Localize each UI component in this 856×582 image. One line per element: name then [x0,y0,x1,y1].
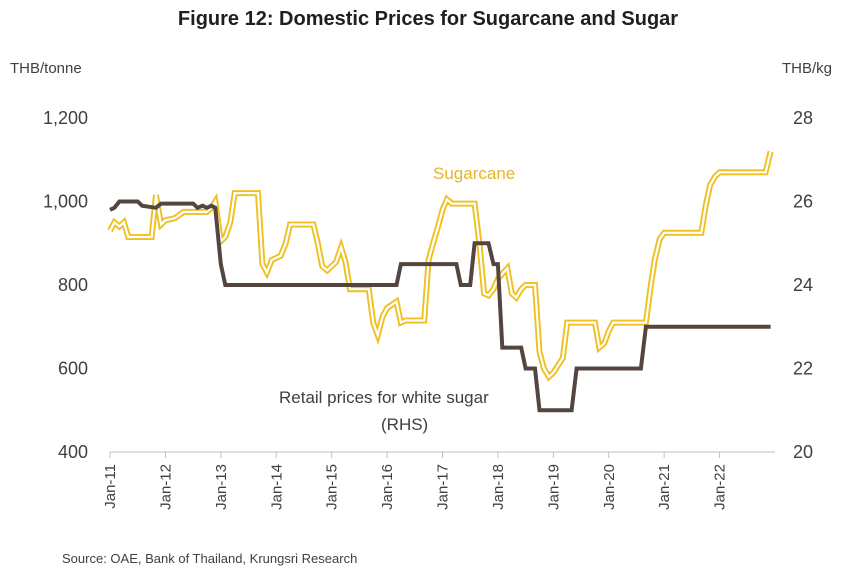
right-axis-unit: THB/kg [781,60,832,77]
right-tick-label: 22 [793,359,813,379]
left-tick-label: 400 [58,442,88,462]
right-tick-label: 28 [793,108,813,128]
x-tick-label: Jan-17 [435,464,452,510]
x-tick-label: Jan-22 [712,464,729,510]
x-axis-ticks: Jan-11 Jan-12 Jan-13 Jan-14 Jan-15 Jan-16 Jan-… [102,452,729,510]
annotation-rhs: (RHS) [381,415,428,434]
right-tick-label: 20 [793,442,813,462]
right-tick-label: 26 [793,192,813,212]
retail-sugar-line [109,199,771,413]
left-axis-unit: THB/tonne [10,60,82,77]
left-tick-label: 800 [58,275,88,295]
left-tick-label: 1,200 [43,108,88,128]
annotation-sugarcane: Sugarcane [433,164,515,183]
left-axis-ticks: 1,200 1,000 800 600 400 [43,108,88,462]
x-tick-label: Jan-12 [157,464,174,510]
series-group [107,150,774,413]
x-tick-label: Jan-16 [379,464,396,510]
x-tick-label: Jan-13 [213,464,230,510]
x-tick-label: Jan-14 [268,464,285,510]
x-tick-label: Jan-20 [601,464,618,510]
left-tick-label: 1,000 [43,192,88,212]
x-tick-label: Jan-18 [490,464,507,510]
left-tick-label: 600 [58,359,88,379]
x-tick-label: Jan-15 [324,464,341,510]
x-tick-label: Jan-11 [102,464,119,509]
right-tick-label: 24 [793,275,813,295]
x-tick-label: Jan-19 [545,464,562,510]
x-tick-label: Jan-21 [656,464,673,510]
annotation-retail-price: Retail prices for white sugar [279,388,489,407]
right-axis-ticks: 28 26 24 22 20 [793,108,813,462]
chart-title: Figure 12: Domestic Prices for Sugarcane… [177,8,679,30]
source-note: Source: OAE, Bank of Thailand, Krungsri … [62,551,358,566]
